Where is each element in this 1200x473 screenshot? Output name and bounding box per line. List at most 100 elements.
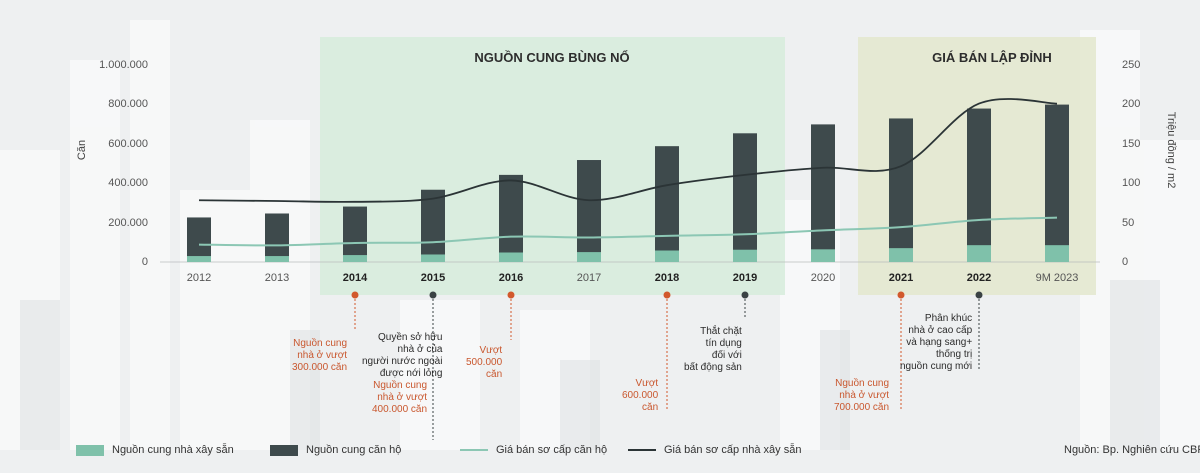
annotation-2015-foreign-ownership: Quyền sở hữu nhà ở của người nước ngoài …	[362, 332, 442, 380]
bar-prebuilt-supply	[577, 252, 601, 262]
bar-prebuilt-supply	[499, 252, 523, 262]
timeline-marker	[975, 291, 983, 299]
bar-prebuilt-supply	[889, 248, 913, 262]
annotation-line: nhà ở của	[397, 344, 443, 355]
legend-label: Giá bán sơ cấp nhà xây sẵn	[664, 444, 802, 456]
legend-label: Giá bán sơ cấp căn hộ	[496, 444, 608, 456]
timeline-marker	[897, 291, 905, 299]
annotation-line: 600.000	[622, 390, 659, 401]
annotation-line: và hạng sang+	[906, 337, 973, 348]
annotation-line: thống trị	[936, 349, 973, 360]
x-tick-label: 2020	[811, 272, 835, 284]
y-right-tick: 150	[1122, 138, 1140, 150]
line-apartment-price	[198, 216, 1058, 247]
y-left-tick: 1.000.000	[99, 59, 148, 71]
y-left-tick: 800.000	[108, 98, 148, 110]
legend-item-apartment-price: Giá bán sơ cấp căn hộ	[460, 444, 607, 456]
legend-item-apartment-supply: Nguồn cung căn hộ	[270, 444, 401, 456]
legend-swatch	[628, 449, 656, 451]
line-prebuilt-price	[198, 98, 1058, 203]
annotation-line: Phân khúc	[924, 313, 973, 324]
timeline-marker	[507, 291, 515, 299]
annotation-2015-supply: Nguồn cung nhà ở vượt 400.000 căn	[372, 380, 427, 416]
bar-prebuilt-supply	[1045, 245, 1069, 262]
bar-prebuilt-supply	[421, 254, 445, 262]
y-right-tick: 250	[1122, 59, 1140, 71]
x-tick-label: 2021	[889, 272, 913, 284]
annotation-line: 700.000 căn	[834, 402, 890, 413]
source-note: Nguồn: Bp. Nghiên cứu CBRE.	[1064, 444, 1200, 456]
annotation-line: nguồn cung mới	[900, 361, 973, 372]
annotation-line: nhà ở cao cấp	[908, 325, 973, 336]
annotation-line: Nguồn cung	[293, 338, 348, 349]
annotation-2016: Vượt 500.000 căn	[466, 345, 502, 381]
bar-apartment-supply	[811, 124, 835, 262]
bar-apartment-supply	[967, 108, 991, 262]
annotation-line: 300.000 căn	[292, 362, 348, 373]
x-tick-label: 2013	[265, 272, 289, 284]
annotation-line: Quyền sở hữu	[378, 332, 443, 343]
y-right-tick: 200	[1122, 98, 1140, 110]
annotation-line: bất động sản	[684, 362, 742, 373]
x-tick-label: 2016	[499, 272, 523, 284]
legend-item-prebuilt-supply: Nguồn cung nhà xây sẵn	[76, 444, 234, 456]
legend: Nguồn cung nhà xây sẵn Nguồn cung căn hộ…	[0, 440, 1200, 464]
timeline-marker	[741, 291, 749, 299]
timeline-marker	[663, 291, 671, 299]
bar-prebuilt-supply	[187, 256, 211, 262]
annotation-line: Thắt chặt	[700, 326, 742, 337]
annotation-line: căn	[486, 369, 503, 380]
annotation-line: Vượt	[479, 345, 503, 356]
y-right-tick: 50	[1122, 217, 1134, 229]
annotation-line: tín dụng	[705, 338, 742, 349]
x-tick-label: 2017	[577, 272, 601, 284]
annotation-line: 400.000 căn	[372, 404, 428, 415]
annotation-line: nhà ở vượt	[297, 350, 348, 361]
bar-apartment-supply	[421, 189, 445, 262]
x-tick-label: 9M 2023	[1036, 272, 1079, 284]
bar-apartment-supply	[499, 174, 523, 262]
bar-prebuilt-supply	[967, 245, 991, 262]
legend-item-prebuilt-price: Giá bán sơ cấp nhà xây sẵn	[628, 444, 801, 456]
y-right-label: Triệu đồng / m2	[1165, 112, 1177, 189]
annotation-2019: Thắt chặt tín dụng đối với bất động sản	[684, 326, 742, 374]
y-left-label: Căn	[76, 140, 88, 160]
bar-prebuilt-supply	[655, 250, 679, 262]
bar-apartment-supply	[187, 217, 211, 262]
annotation-2018: Vượt 600.000 căn	[622, 378, 658, 414]
annotation-2014: Nguồn cung nhà ở vượt 300.000 căn	[292, 338, 347, 374]
annotation-line: 500.000	[466, 357, 503, 368]
bar-apartment-supply	[655, 146, 679, 262]
bar-apartment-supply	[265, 213, 289, 262]
zone-title-price-peak: GIÁ BÁN LẬP ĐỈNH	[932, 50, 1052, 65]
annotation-line: căn	[642, 402, 659, 413]
bar-prebuilt-supply	[733, 249, 757, 262]
y-right-tick: 100	[1122, 177, 1140, 189]
bar-apartment-supply	[343, 206, 367, 262]
bar-apartment-supply	[733, 133, 757, 262]
annotation-2021: Nguồn cung nhà ở vượt 700.000 căn	[834, 378, 889, 414]
bar-apartment-supply	[889, 118, 913, 262]
y-left-tick: 200.000	[108, 217, 148, 229]
timeline-marker	[351, 291, 359, 299]
bar-prebuilt-supply	[265, 256, 289, 262]
annotation-line: nhà ở vượt	[839, 390, 890, 401]
y-left-tick: 400.000	[108, 177, 148, 189]
legend-swatch	[76, 444, 104, 456]
y-left-tick: 0	[142, 256, 148, 268]
annotation-line: nhà ở vượt	[377, 392, 428, 403]
bar-apartment-supply	[577, 160, 601, 262]
x-tick-label: 2022	[967, 272, 991, 284]
x-tick-label: 2018	[655, 272, 679, 284]
annotation-line: Nguồn cung	[835, 378, 890, 389]
legend-swatch	[460, 449, 488, 451]
legend-swatch	[270, 444, 298, 456]
annotation-line: được nới lỏng	[379, 368, 443, 379]
x-tick-label: 2019	[733, 272, 757, 284]
bar-prebuilt-supply	[811, 249, 835, 262]
annotation-2022: Phân khúc nhà ở cao cấp và hạng sang+ th…	[900, 313, 972, 373]
y-left-tick: 600.000	[108, 138, 148, 150]
zone-title-supply-boom: NGUỒN CUNG BÙNG NỔ	[474, 50, 629, 65]
annotation-line: đối với	[711, 350, 742, 361]
